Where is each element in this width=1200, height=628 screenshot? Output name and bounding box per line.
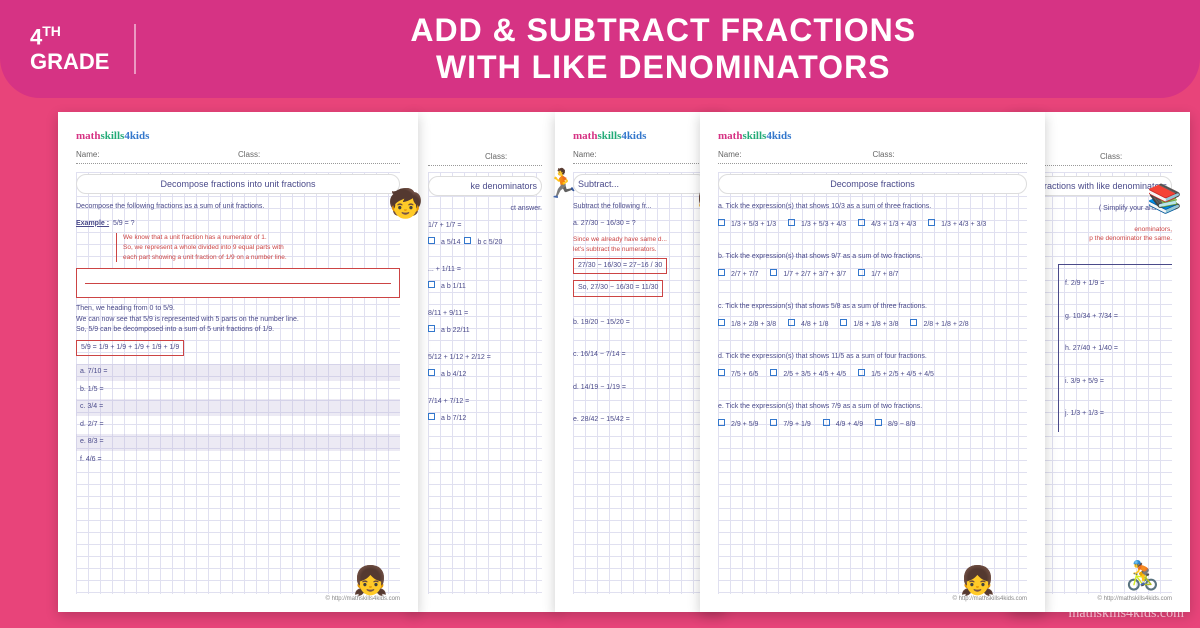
kid-icon: 🏃 [545,167,580,200]
question: 5/12 + 1/12 + 2/12 = [428,353,542,364]
options: a b 22/11 [428,325,542,337]
kid-icon: 👧 [353,564,388,597]
options: a 5/14 b c 5/20 [428,237,542,249]
question-row: f. 2/9 + 1/9 = [1065,279,1166,290]
header-banner: 4TH GRADE ADD & SUBTRACT FRACTIONS WITH … [0,0,1200,98]
explanation: We can now see that 5/9 is represented w… [76,315,400,326]
question: d. Tick the expression(s) that shows 11/… [718,352,1027,363]
options: a b 7/12 [428,413,542,425]
question-row: c. 16/14 − 7/14 = [573,350,707,361]
logo: mathskills4kids [573,130,707,142]
question-row: e. 28/42 − 15/42 = [573,415,707,426]
kid-icon: 🧒 [388,187,423,220]
answer-box: 5/9 = 1/9 + 1/9 + 1/9 + 1/9 + 1/9 [76,340,184,357]
options: a b 4/12 [428,369,542,381]
question-row: b. 19/20 − 15/20 = [573,318,707,329]
question: b. Tick the expression(s) that shows 9/7… [718,252,1027,263]
grade-number: 4 [30,24,42,49]
footer-link: © http://mathskills4kids.com [1098,596,1172,602]
worksheet-content: ( Simplify your answer). enominators, p … [1028,204,1172,432]
kid-icon: 📚 [1147,182,1182,215]
watermark: mathskills4kids.com [1069,606,1185,622]
options: a b 1/11 [428,281,542,293]
worksheet-title: Decompose fractions [718,174,1027,194]
worksheet-content: ct answer. 1/7 + 1/7 = a 5/14 b c 5/20 .… [428,204,542,425]
options: 2/9 + 5/9 7/9 + 1/9 4/9 + 4/9 8/9 − 8/9 [718,419,1027,431]
question-row: f. 4/6 = [76,452,400,469]
worksheet-fan: mathskills4kids Name:Class: Decompose fr… [0,112,1200,628]
worksheet-1: mathskills4kids Name:Class: Decompose fr… [58,112,418,612]
logo: mathskills4kids [718,130,1027,142]
options: 1/8 + 2/8 + 3/8 4/8 + 1/8 1/8 + 1/8 + 3/… [718,319,1027,331]
worksheet-title: Subtract... [573,174,707,194]
grade-badge: 4TH GRADE [30,24,136,74]
worksheet-title: Decompose fractions into unit fractions [76,174,400,194]
logo: mathskills4kids [76,130,400,142]
kid-icon: 👧 [960,564,995,597]
title-line2: WITH LIKE DENOMINATORS [156,49,1170,86]
question-row: d. 14/19 − 1/19 = [573,383,707,394]
options: 7/5 + 6/5 2/5 + 3/5 + 4/5 + 4/5 1/5 + 2/… [718,369,1027,381]
name-class-row: Name: [573,150,707,164]
worksheet-4: mathskills4kids Name:Class: Decompose fr… [700,112,1045,612]
name-class-row: Class: [428,152,542,166]
question: c. Tick the expression(s) that shows 5/8… [718,302,1027,313]
work-box: 27/30 − 16/30 = 27−16 / 30 [573,258,667,275]
worksheet-2: Class: ke denominators ct answer. 1/7 + … [410,112,560,612]
grade-label: GRADE [30,50,109,74]
example-block: Example : 5/9 = ? We know that a unit fr… [76,219,400,263]
options: 2/7 + 7/7 1/7 + 2/7 + 3/7 + 3/7 1/7 + 8/… [718,269,1027,281]
explanation: So, 5/9 can be decomposed into a sum of … [76,325,400,336]
explanation: Then, we heading from 0 to 5/9. [76,304,400,315]
kid-icon: 🚴 [1125,559,1160,592]
question-row: e. 8/3 = [76,434,400,451]
question: 1/7 + 1/7 = [428,221,542,232]
options: 1/3 + 5/3 + 1/3 1/3 + 5/3 + 4/3 4/3 + 1/… [718,219,1027,231]
name-class-row: Class: [1028,152,1172,166]
question: ... + 1/11 = [428,265,542,276]
title-line1: ADD & SUBTRACT FRACTIONS [156,12,1170,49]
instruction: ct answer. [428,204,542,215]
name-class-row: Name:Class: [718,150,1027,164]
question: e. Tick the expression(s) that shows 7/9… [718,402,1027,413]
worksheet-title: ke denominators [428,176,542,196]
question-row: c. 3/4 = [76,399,400,416]
grade-suffix: TH [42,23,61,39]
question-row: d. 2/7 = [76,417,400,434]
explanation: Since we already have same d... let's su… [573,235,707,255]
question-row: b. 1/5 = [76,382,400,399]
example-q: a. 27/30 − 16/30 = ? [573,219,707,230]
number-line [76,268,400,298]
answer-box: So, 27/30 − 16/30 = 11/30 [573,280,663,297]
question: 8/11 + 9/11 = [428,309,542,320]
question-row: h. 27/40 + 1/40 = [1065,344,1166,355]
question-row: j. 1/3 + 1/3 = [1065,409,1166,420]
question: a. Tick the expression(s) that shows 10/… [718,202,1027,213]
instruction: Subtract the following fr... [573,202,707,213]
explanation: enominators, p the denominator the same. [1028,225,1172,245]
question-row: i. 3/9 + 5/9 = [1065,377,1166,388]
name-class-row: Name:Class: [76,150,400,164]
worksheet-content: Decompose the following fractions as a s… [76,202,400,468]
worksheet-content: Subtract the following fr... a. 27/30 − … [573,202,707,426]
question-row: g. 10/34 + 7/34 = [1065,312,1166,323]
worksheet-content: a. Tick the expression(s) that shows 10/… [718,202,1027,430]
page-title: ADD & SUBTRACT FRACTIONS WITH LIKE DENOM… [156,12,1170,86]
question: 7/14 + 7/12 = [428,397,542,408]
question-row: a. 7/10 = [76,364,400,381]
instruction: Decompose the following fractions as a s… [76,202,400,213]
